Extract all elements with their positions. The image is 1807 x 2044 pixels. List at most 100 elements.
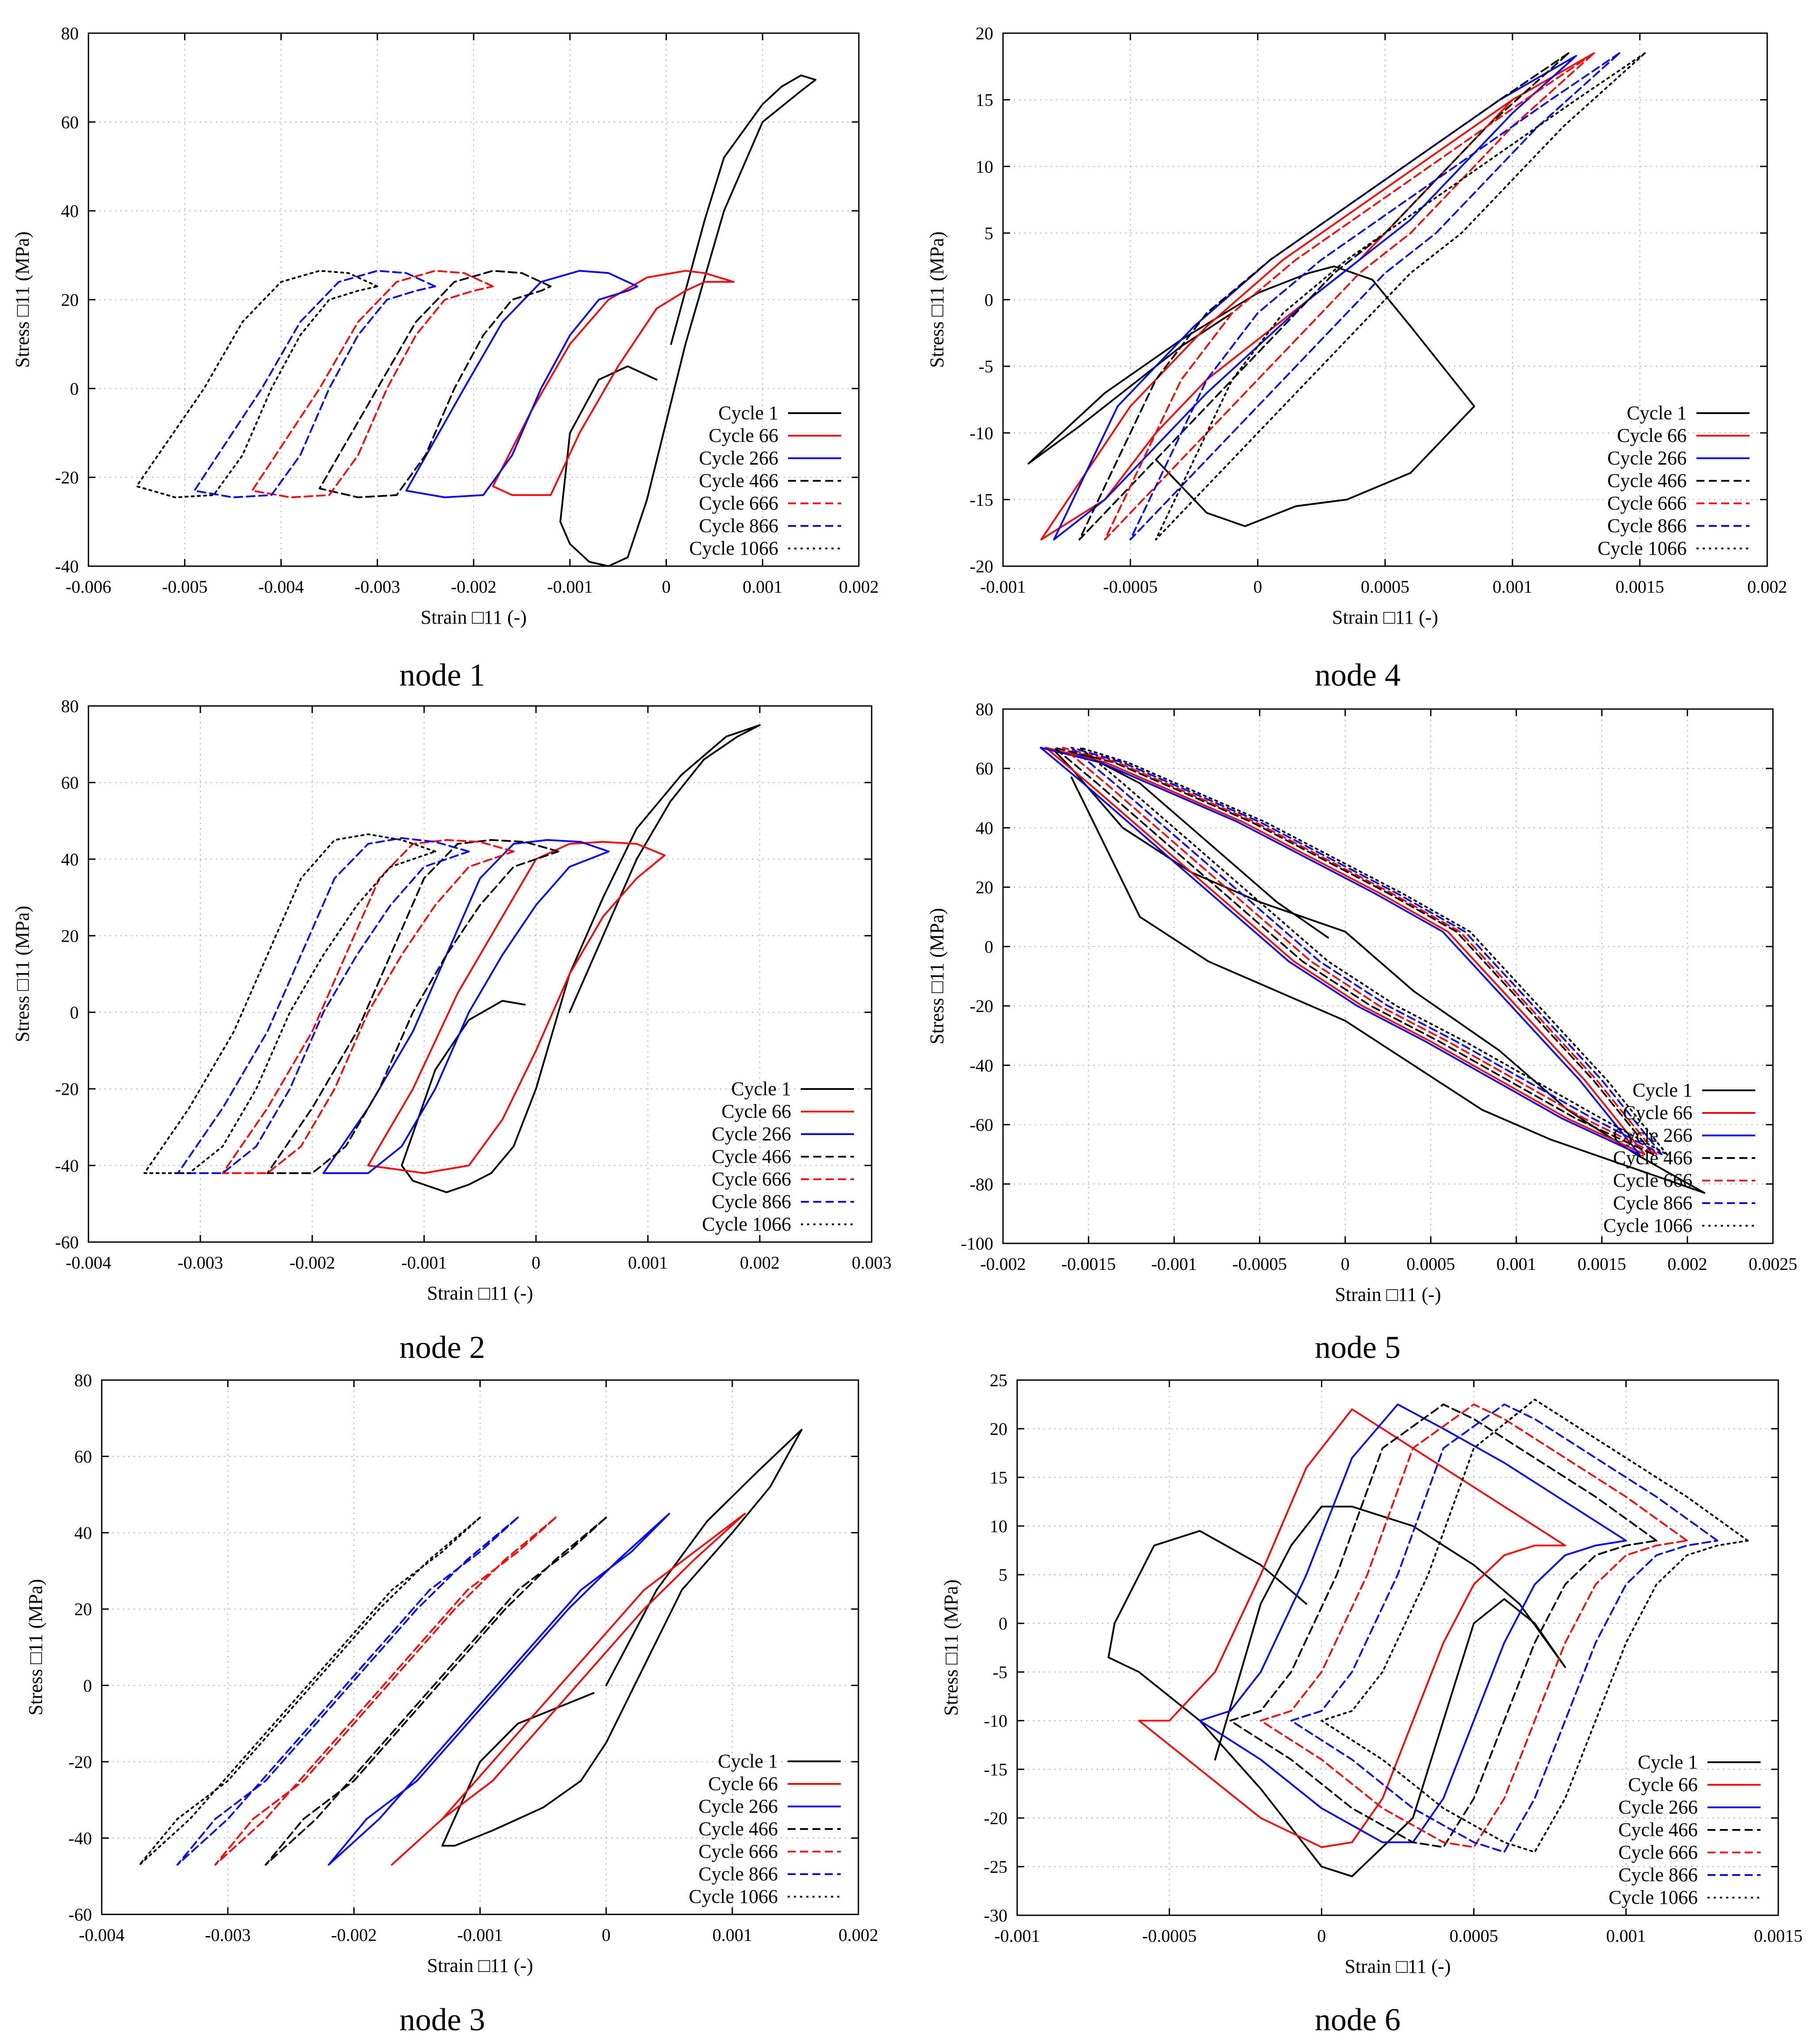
- chart-panel-5: -0.004 -0.003 -0.002 -0.001 0 0.001 0.002 -60 -4…: [25, 1370, 878, 2037]
- y-tick-label: 40: [61, 201, 79, 221]
- x-tick-label: -0.0005: [1142, 1926, 1197, 1946]
- y-tick-label: 0: [70, 1003, 79, 1023]
- series-line-cycle-666: [1062, 747, 1658, 1155]
- y-tick-label: 0: [999, 1614, 1007, 1634]
- legend-label: Cycle 866: [1607, 515, 1687, 537]
- legend-label: Cycle 1: [718, 1750, 778, 1772]
- x-tick-label: 0.0005: [1406, 1254, 1455, 1274]
- y-tick-label: -10: [970, 423, 993, 443]
- y-tick-label: -25: [984, 1857, 1007, 1877]
- x-tick-label: 0: [1253, 577, 1262, 597]
- y-tick-label: -60: [970, 1115, 993, 1135]
- legend-label: Cycle 266: [712, 1123, 791, 1145]
- series-line-cycle-466: [318, 270, 552, 499]
- legend-label: Cycle 666: [712, 1168, 791, 1190]
- series-line-cycle-866: [176, 1516, 519, 1866]
- series-line-cycle-66: [1138, 1408, 1566, 1848]
- y-tick-label: -30: [984, 1906, 1007, 1925]
- series-line-cycle-866: [1129, 52, 1620, 541]
- chart-panel-2: -0.001 -0.0005 0 0.0005 0.001 0.0015 0.002 -20 -…: [926, 23, 1787, 693]
- legend-label: Cycle 466: [699, 470, 778, 491]
- x-tick-label: 0.001: [1606, 1926, 1646, 1946]
- panel-caption: node 5: [1315, 1330, 1401, 1365]
- y-tick-label: -60: [69, 1905, 92, 1925]
- plot-frame: [1002, 708, 1774, 1244]
- legend-label: Cycle 1066: [1603, 1215, 1692, 1236]
- series-line-cycle-666: [214, 1516, 557, 1866]
- series-line-cycle-866: [1290, 1404, 1719, 1853]
- y-tick-label: -80: [970, 1174, 993, 1194]
- legend-label: Cycle 266: [1618, 1796, 1698, 1818]
- x-tick-label: 0.0015: [1616, 577, 1664, 597]
- x-axis-label: Strain □11 (-): [427, 1282, 533, 1304]
- x-tick-label: -0.0015: [1061, 1254, 1116, 1274]
- legend-label: Cycle 666: [1618, 1841, 1698, 1863]
- x-tick-label: 0.002: [838, 1925, 878, 1945]
- y-axis-label: Stress □11 (MPa): [11, 906, 33, 1043]
- x-tick-label: 0.0005: [1361, 577, 1409, 597]
- legend-label: Cycle 66: [1623, 1102, 1692, 1124]
- series-group: [143, 724, 761, 1193]
- legend-label: Cycle 266: [1613, 1124, 1692, 1146]
- y-tick-label: -15: [984, 1760, 1007, 1779]
- y-tick-label: 5: [999, 1565, 1007, 1585]
- y-tick-label: 40: [61, 849, 79, 869]
- y-axis-label: Stress □11 (MPa): [940, 1580, 962, 1716]
- series-line-cycle-1066: [143, 833, 436, 1174]
- series-line-cycle-1: [401, 724, 761, 1193]
- chart-panel-4: -0.002 -0.0015 -0.001 -0.0005 0 0.0005 0.001 0.…: [926, 699, 1797, 1365]
- legend-label: Cycle 66: [1617, 425, 1687, 446]
- series-line-cycle-1066: [1155, 52, 1646, 541]
- x-axis-label: Strain □11 (-): [427, 1955, 533, 1976]
- legend-label: Cycle 1: [1627, 402, 1687, 424]
- x-tick-label: -0.002: [980, 1254, 1026, 1274]
- x-tick-label: -0.001: [980, 577, 1026, 597]
- x-tick-label: 0.002: [839, 577, 879, 597]
- x-tick-label: 0.001: [712, 1925, 752, 1945]
- legend-label: Cycle 1066: [702, 1213, 791, 1235]
- panel-caption: node 3: [399, 2002, 485, 2037]
- series-line-cycle-466: [266, 839, 559, 1174]
- x-tick-label: 0: [1341, 1254, 1350, 1274]
- series-line-cycle-1: [1027, 265, 1475, 527]
- y-tick-label: 20: [61, 926, 79, 946]
- series-line-cycle-266: [1199, 1404, 1627, 1843]
- y-tick-label: -20: [55, 468, 79, 487]
- series-group: [1107, 1399, 1749, 1877]
- series-line-cycle-1066: [1079, 747, 1668, 1155]
- series-line-cycle-666: [1104, 52, 1595, 541]
- legend-label: Cycle 1066: [689, 537, 778, 559]
- x-tick-label: 0: [532, 1253, 540, 1273]
- series-line-cycle-866: [1070, 747, 1663, 1155]
- series-line-cycle-66: [1045, 747, 1646, 1155]
- x-tick-label: 0.001: [628, 1253, 668, 1273]
- panel-caption: node 2: [399, 1330, 485, 1365]
- legend-label: Cycle 1: [718, 402, 778, 424]
- legend-label: Cycle 466: [698, 1818, 778, 1840]
- panel-caption: node 6: [1315, 2002, 1401, 2037]
- y-tick-label: -5: [993, 1662, 1007, 1682]
- x-tick-label: 0.0005: [1450, 1926, 1498, 1946]
- series-line-cycle-1066: [138, 1516, 481, 1866]
- panel-caption: node 4: [1315, 657, 1401, 693]
- series-line-cycle-466: [264, 1516, 607, 1866]
- y-tick-label: -40: [55, 556, 79, 576]
- legend-label: Cycle 466: [1607, 470, 1687, 491]
- y-tick-label: 10: [990, 1516, 1007, 1536]
- x-tick-label: -0.003: [177, 1253, 223, 1273]
- series-line-cycle-666: [251, 270, 494, 499]
- y-tick-label: -20: [55, 1079, 79, 1099]
- x-tick-label: -0.001: [1151, 1254, 1197, 1274]
- y-tick-label: 60: [74, 1447, 92, 1467]
- y-tick-label: -100: [961, 1234, 993, 1254]
- x-tick-label: 0.0015: [1754, 1926, 1803, 1946]
- x-tick-label: 0.001: [1497, 1254, 1536, 1274]
- y-tick-label: 60: [976, 759, 993, 778]
- y-tick-label: -5: [979, 357, 993, 376]
- series-line-cycle-666: [1260, 1404, 1688, 1848]
- legend-label: Cycle 1066: [1597, 537, 1687, 559]
- y-tick-label: 20: [976, 878, 993, 897]
- x-tick-label: -0.003: [205, 1925, 251, 1945]
- x-tick-label: -0.002: [289, 1253, 335, 1273]
